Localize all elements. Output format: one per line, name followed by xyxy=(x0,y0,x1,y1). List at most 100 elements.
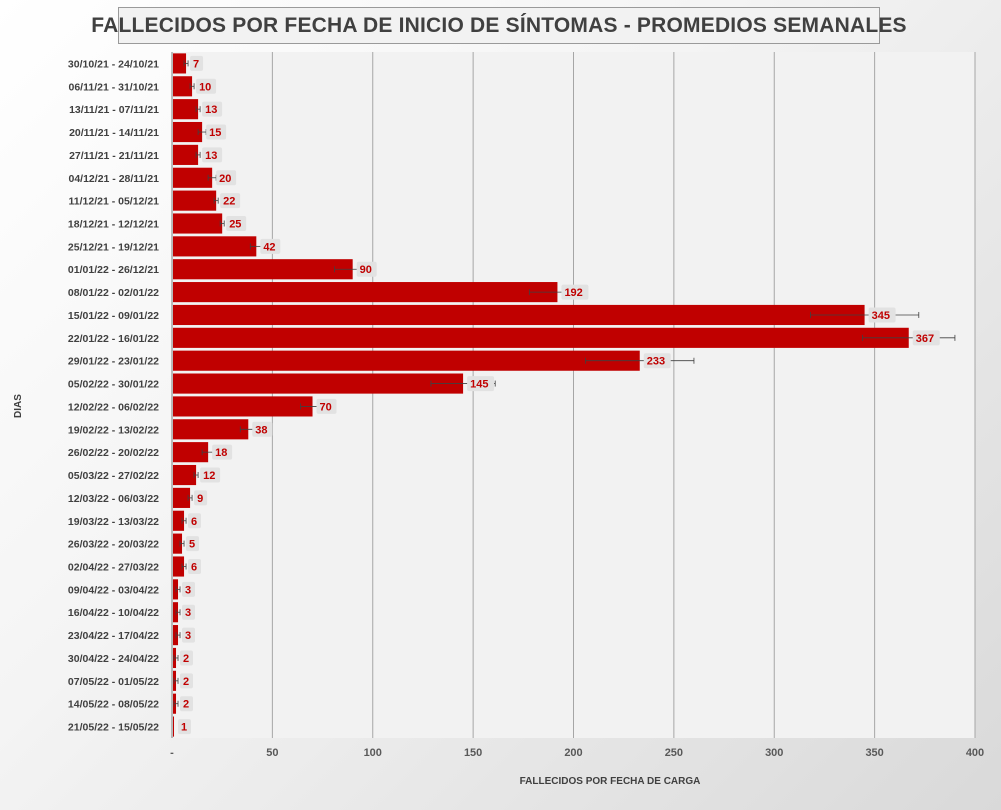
bar xyxy=(173,579,179,600)
y-tick-label: 22/01/22 - 16/01/22 xyxy=(68,333,159,345)
data-label-bg xyxy=(206,124,227,140)
data-label: 2 xyxy=(183,653,189,665)
bar xyxy=(173,510,185,531)
data-label-bg xyxy=(200,467,221,483)
data-label: 10 xyxy=(199,81,211,93)
data-label-bg xyxy=(194,490,208,506)
y-tick-label: 15/01/22 - 09/01/22 xyxy=(68,310,159,322)
y-tick-label: 19/02/22 - 13/02/22 xyxy=(68,424,159,436)
bar xyxy=(173,99,199,120)
data-label-bg xyxy=(182,627,196,643)
data-label-bg xyxy=(226,216,247,231)
data-label-bg xyxy=(182,604,196,620)
x-tick-label: 250 xyxy=(665,747,683,759)
y-tick-label: 13/11/21 - 07/11/21 xyxy=(69,104,159,116)
data-label-bg xyxy=(180,650,194,666)
bar xyxy=(173,419,249,440)
x-tick-label: 350 xyxy=(865,747,883,759)
data-label: 367 xyxy=(916,333,934,345)
y-tick-label: 27/11/21 - 21/11/21 xyxy=(69,150,159,162)
x-tick-label: 200 xyxy=(564,747,582,759)
data-label-bg xyxy=(316,398,337,414)
data-label: 70 xyxy=(320,401,332,413)
bar xyxy=(173,487,191,508)
bar xyxy=(173,190,217,211)
x-tick-label: 100 xyxy=(364,747,382,759)
data-label-bg xyxy=(216,170,237,186)
data-label-bg xyxy=(180,673,194,689)
bar xyxy=(173,327,909,348)
x-axis-title: FALLECIDOS POR FECHA DE CARGA xyxy=(519,776,701,787)
data-label: 90 xyxy=(360,264,372,276)
data-label: 38 xyxy=(255,424,267,436)
data-label-bg xyxy=(202,147,223,163)
data-label-bg xyxy=(252,421,273,437)
y-tick-label: 09/04/22 - 03/04/22 xyxy=(68,584,159,596)
bar xyxy=(173,625,179,646)
y-tick-label: 05/02/22 - 30/01/22 xyxy=(68,379,159,391)
y-tick-label: 21/05/22 - 15/05/22 xyxy=(68,722,159,734)
data-label-bg xyxy=(180,696,194,712)
y-tick-label: 18/12/21 - 12/12/21 xyxy=(68,219,159,231)
data-label: 1 xyxy=(181,722,187,734)
data-label-bg xyxy=(202,101,223,117)
data-label: 233 xyxy=(647,356,665,368)
bar xyxy=(173,167,213,188)
data-label-bg xyxy=(196,78,217,94)
x-tick-label: 50 xyxy=(266,747,278,759)
bar xyxy=(173,556,185,577)
data-label: 12 xyxy=(203,470,215,482)
y-tick-label: 23/04/22 - 17/04/22 xyxy=(68,630,159,642)
y-tick-label: 08/01/22 - 02/01/22 xyxy=(68,287,159,299)
y-tick-label: 19/03/22 - 13/03/22 xyxy=(68,516,159,528)
y-tick-label: 01/01/22 - 26/12/21 xyxy=(68,264,159,276)
data-label: 13 xyxy=(205,104,217,116)
data-label-bg xyxy=(178,719,192,735)
data-label-bg xyxy=(190,55,204,71)
data-label: 20 xyxy=(219,173,231,185)
bar xyxy=(173,282,558,303)
data-label-bg xyxy=(260,238,281,254)
x-tick-label: - xyxy=(170,747,174,759)
data-label-bg xyxy=(912,330,940,346)
bar xyxy=(173,213,223,234)
data-label-bg xyxy=(220,193,241,209)
y-tick-label: 30/04/22 - 24/04/22 xyxy=(68,653,159,665)
data-label: 18 xyxy=(215,447,227,459)
y-tick-label: 04/12/21 - 28/11/21 xyxy=(69,173,160,185)
data-label: 15 xyxy=(209,127,221,139)
data-label: 2 xyxy=(183,699,189,711)
data-label-bg xyxy=(467,376,495,392)
y-tick-label: 06/11/21 - 31/10/21 xyxy=(69,81,160,93)
data-label: 9 xyxy=(197,493,203,505)
chart-title: FALLECIDOS POR FECHA DE INICIO DE SÍNTOM… xyxy=(91,7,907,44)
data-label: 2 xyxy=(183,676,189,688)
bar xyxy=(173,236,257,257)
y-tick-label: 05/03/22 - 27/02/22 xyxy=(68,470,159,482)
bar xyxy=(173,602,179,623)
y-tick-label: 30/10/21 - 24/10/21 xyxy=(68,58,159,70)
chart-title-text: FALLECIDOS POR FECHA DE INICIO DE SÍNTOM… xyxy=(91,13,907,37)
bar xyxy=(173,464,197,486)
data-label: 192 xyxy=(564,287,582,299)
data-label-bg xyxy=(868,307,896,323)
bar xyxy=(173,144,199,165)
y-tick-label: 16/04/22 - 10/04/22 xyxy=(68,607,159,619)
data-label: 7 xyxy=(193,58,199,70)
bar xyxy=(173,442,209,463)
x-tick-label: 150 xyxy=(464,747,482,759)
bar xyxy=(173,373,464,394)
data-label-bg xyxy=(356,261,377,277)
data-label: 42 xyxy=(263,241,275,253)
data-label: 6 xyxy=(191,516,197,528)
y-tick-label: 26/03/22 - 20/03/22 xyxy=(68,539,159,551)
y-tick-label: 29/01/22 - 23/01/22 xyxy=(68,356,159,368)
x-tick-label: 400 xyxy=(966,747,984,759)
bar xyxy=(173,716,175,737)
bar xyxy=(173,396,313,417)
y-tick-label: 07/05/22 - 01/05/22 xyxy=(68,676,159,688)
y-tick-label: 25/12/21 - 19/12/21 xyxy=(68,241,159,253)
data-label: 3 xyxy=(185,630,191,642)
data-label: 13 xyxy=(205,150,217,162)
y-tick-label: 11/12/21 - 05/12/21 xyxy=(69,196,160,208)
